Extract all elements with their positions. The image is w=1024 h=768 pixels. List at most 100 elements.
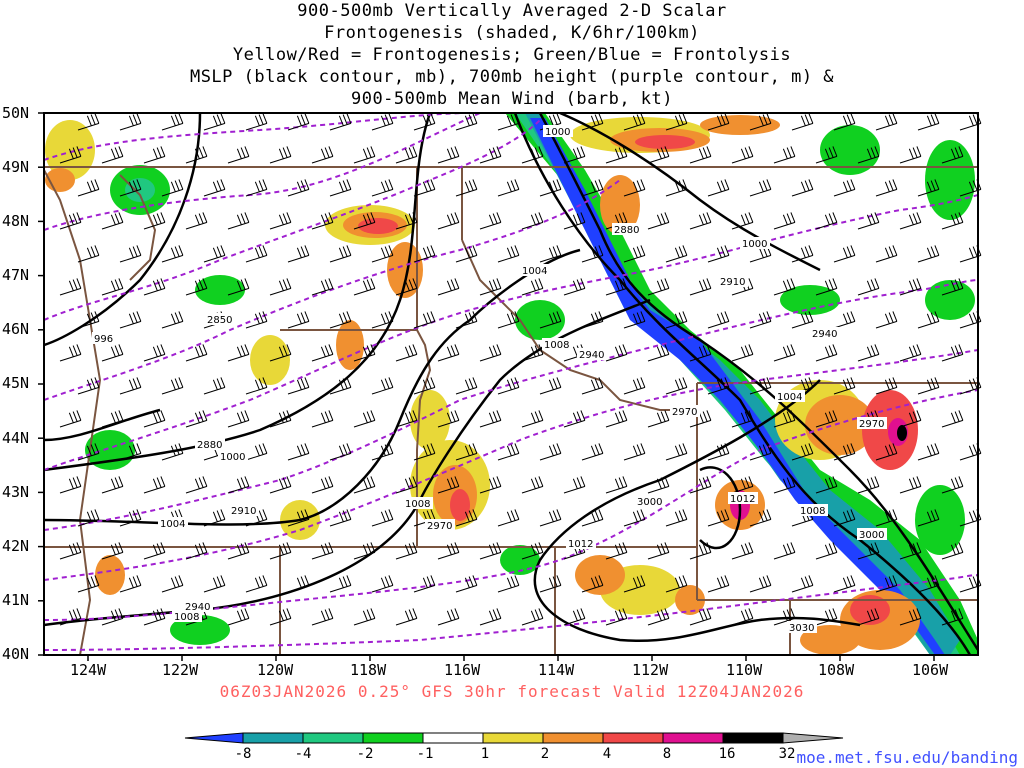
wind-barb <box>581 113 604 131</box>
wind-barb <box>605 608 628 626</box>
wind-barb <box>143 608 166 626</box>
wind-barb <box>917 575 940 593</box>
wind-barb <box>185 344 208 362</box>
wind-barb <box>353 476 376 494</box>
wind-barb <box>371 311 394 329</box>
wind-barb <box>77 575 100 593</box>
wind-barb <box>833 509 856 527</box>
wind-barb <box>143 146 166 164</box>
wind-barb <box>161 311 184 329</box>
wind-barb <box>161 443 184 461</box>
wind-barb <box>689 344 712 362</box>
wind-barb <box>899 608 922 626</box>
credit-link[interactable]: moe.met.fsu.edu/banding <box>796 748 1018 767</box>
wind-barb <box>329 443 352 461</box>
wind-barb <box>119 113 142 131</box>
mslp-label: 1004 <box>160 519 185 530</box>
wind-barb <box>245 377 268 395</box>
mslp-label: 1012 <box>568 539 593 550</box>
wind-barb <box>521 212 544 230</box>
colorbar-swatch <box>542 732 604 744</box>
wind-barb <box>647 608 670 626</box>
wind-barb <box>521 410 544 428</box>
colorbar-swatch <box>362 732 424 744</box>
wind-barb <box>875 113 898 131</box>
wind-barb <box>731 278 754 296</box>
colorbar-swatch <box>242 732 304 744</box>
lat-label: 42N <box>2 537 30 555</box>
wind-barb <box>245 311 268 329</box>
wind-barb <box>791 179 814 197</box>
wind-barb <box>623 575 646 593</box>
wind-barb <box>227 146 250 164</box>
wind-barb <box>455 443 478 461</box>
wind-barb <box>689 608 712 626</box>
wind-barb <box>437 212 460 230</box>
wind-barb <box>539 311 562 329</box>
wind-barb <box>395 344 418 362</box>
wind-barb <box>833 245 856 263</box>
wind-barb <box>497 575 520 593</box>
wind-barb <box>311 278 334 296</box>
wind-barb <box>917 443 940 461</box>
lat-label: 44N <box>2 429 30 447</box>
wind-barb <box>329 113 352 131</box>
wind-barb <box>77 377 100 395</box>
wind-barb <box>689 476 712 494</box>
wind-barb <box>185 542 208 560</box>
wind-barb <box>707 377 730 395</box>
wind-barb <box>581 443 604 461</box>
wind-barb <box>161 377 184 395</box>
wind-barb <box>605 344 628 362</box>
wind-barb <box>185 410 208 428</box>
wind-barb <box>479 476 502 494</box>
wind-barb <box>899 146 922 164</box>
wind-barb <box>647 212 670 230</box>
wind-barb <box>521 476 544 494</box>
wind-barb <box>917 245 940 263</box>
wind-barb <box>731 542 754 560</box>
wind-barb <box>269 146 292 164</box>
height-label: 3030 <box>789 623 814 634</box>
wind-barb <box>227 278 250 296</box>
wind-barb <box>899 410 922 428</box>
wind-barb <box>59 344 82 362</box>
colorbar-tick: -2 <box>356 746 374 762</box>
wind-barb <box>497 443 520 461</box>
title-line-4: MSLP (black contour, mb), 700mb height (… <box>189 67 835 87</box>
wind-barbs <box>59 113 982 626</box>
wind-barb <box>311 146 334 164</box>
wind-barb <box>857 278 880 296</box>
wind-barb <box>455 575 478 593</box>
lat-label: 49N <box>2 158 30 176</box>
wind-barb <box>77 311 100 329</box>
wind-barb <box>875 377 898 395</box>
wind-barb <box>707 509 730 527</box>
wind-barb <box>353 542 376 560</box>
wind-barb <box>395 542 418 560</box>
mslp-label: 1012 <box>730 494 755 505</box>
wind-barb <box>329 575 352 593</box>
wind-barb <box>119 443 142 461</box>
wind-barb <box>665 245 688 263</box>
wind-barb <box>245 509 268 527</box>
wind-barb <box>437 344 460 362</box>
wind-barb <box>59 212 82 230</box>
colorbar <box>184 732 844 744</box>
wind-barb <box>479 344 502 362</box>
height-label: 2970 <box>859 419 884 430</box>
wind-barb <box>77 443 100 461</box>
colorbar-tick: -8 <box>234 746 252 762</box>
wind-barb <box>311 608 334 626</box>
title-line-5: 900-500mb Mean Wind (barb, kt) <box>350 89 674 109</box>
wind-barb <box>539 179 562 197</box>
wind-barb <box>479 608 502 626</box>
wind-barb <box>647 344 670 362</box>
wind-barb <box>101 608 124 626</box>
wind-barb <box>665 179 688 197</box>
wind-barb <box>311 542 334 560</box>
wind-barb <box>287 443 310 461</box>
wind-barb <box>581 179 604 197</box>
wind-barb <box>707 113 730 131</box>
colorbar-tick: -4 <box>294 746 312 762</box>
